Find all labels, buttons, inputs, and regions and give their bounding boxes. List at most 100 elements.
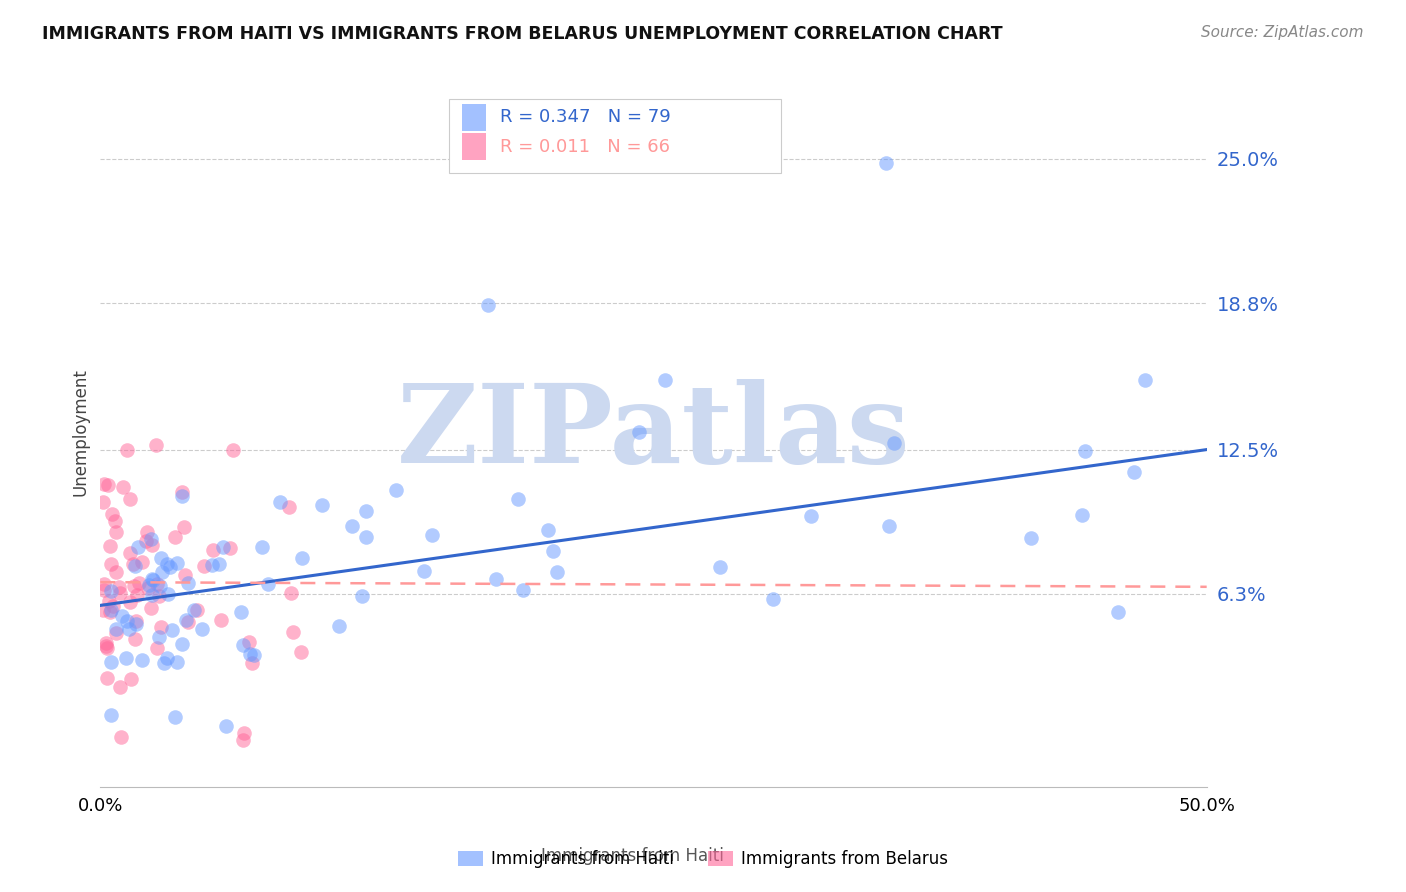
Point [281,625,304,640]
Point [141,601,163,615]
Point [762,592,785,607]
Point [100,655,122,669]
Point [120,546,142,560]
Point [385,483,408,498]
Point [124,632,146,647]
Point [105,565,128,579]
Point [115,614,138,628]
Point [91,495,114,509]
Point [219,541,242,555]
Point [233,726,256,740]
Point [98,539,121,553]
Point [136,581,159,595]
Point [94,636,117,650]
Point [125,617,148,632]
Point [135,524,157,539]
Point [100,558,122,572]
Point [124,558,146,573]
Point [201,558,224,572]
Point [243,648,266,662]
Point [148,589,170,603]
Y-axis label: Unemployment: Unemployment [72,368,89,496]
Point [110,586,132,600]
Point [153,656,176,670]
Point [148,630,170,644]
Bar [463,103,486,130]
Point [173,520,195,534]
Point [131,653,153,667]
Point [800,508,823,523]
Point [93,477,115,491]
Point [141,588,163,602]
Point [512,582,534,597]
Point [311,498,333,512]
Point [877,518,900,533]
Point [122,557,145,571]
Point [328,619,350,633]
Point [100,507,122,521]
Point [477,298,499,312]
Point [172,485,194,500]
Text: R = 0.347   N = 79: R = 0.347 N = 79 [499,108,671,126]
Point [537,523,560,537]
Point [541,544,564,558]
Point [157,587,180,601]
Point [354,530,377,544]
Point [96,671,118,685]
Point [172,489,194,503]
Point [201,543,224,558]
Point [107,580,129,594]
Point [166,556,188,570]
Point [127,540,149,554]
Point [232,638,254,652]
Point [156,557,179,571]
Point [111,608,134,623]
Point [485,572,508,586]
Point [98,605,121,619]
Point [256,577,278,591]
Point [252,540,274,554]
Point [191,622,214,636]
Text: Source: ZipAtlas.com: Source: ZipAtlas.com [1201,25,1364,40]
Point [290,644,312,658]
Point [1019,532,1042,546]
Point [352,589,374,603]
Point [104,625,127,640]
Point [1107,606,1129,620]
Text: ZIPatlas: ZIPatlas [396,378,910,485]
Legend: Immigrants from Haiti, Immigrants from Belarus: Immigrants from Haiti, Immigrants from B… [451,844,955,875]
Point [101,599,124,614]
Point [413,564,436,578]
Point [146,640,169,655]
Point [122,579,145,593]
Point [150,565,173,579]
Point [229,605,252,619]
Point [354,504,377,518]
Point [138,577,160,591]
Point [193,559,215,574]
FancyBboxPatch shape [449,99,780,173]
Point [142,573,165,587]
Point [135,534,157,549]
Point [98,593,121,607]
Point [165,530,187,544]
Point [654,373,676,387]
Point [280,586,302,600]
Point [141,572,163,586]
Point [145,438,167,452]
Point [149,620,172,634]
Point [139,533,162,547]
Point [128,576,150,591]
Point [1123,465,1146,479]
Point [125,615,148,629]
Point [118,623,141,637]
Point [240,657,263,671]
Point [186,603,208,617]
Point [420,528,443,542]
Point [100,707,122,722]
Point [222,442,245,457]
Point [238,635,260,649]
Point [105,524,128,539]
Point [105,622,128,636]
Point [97,477,120,491]
